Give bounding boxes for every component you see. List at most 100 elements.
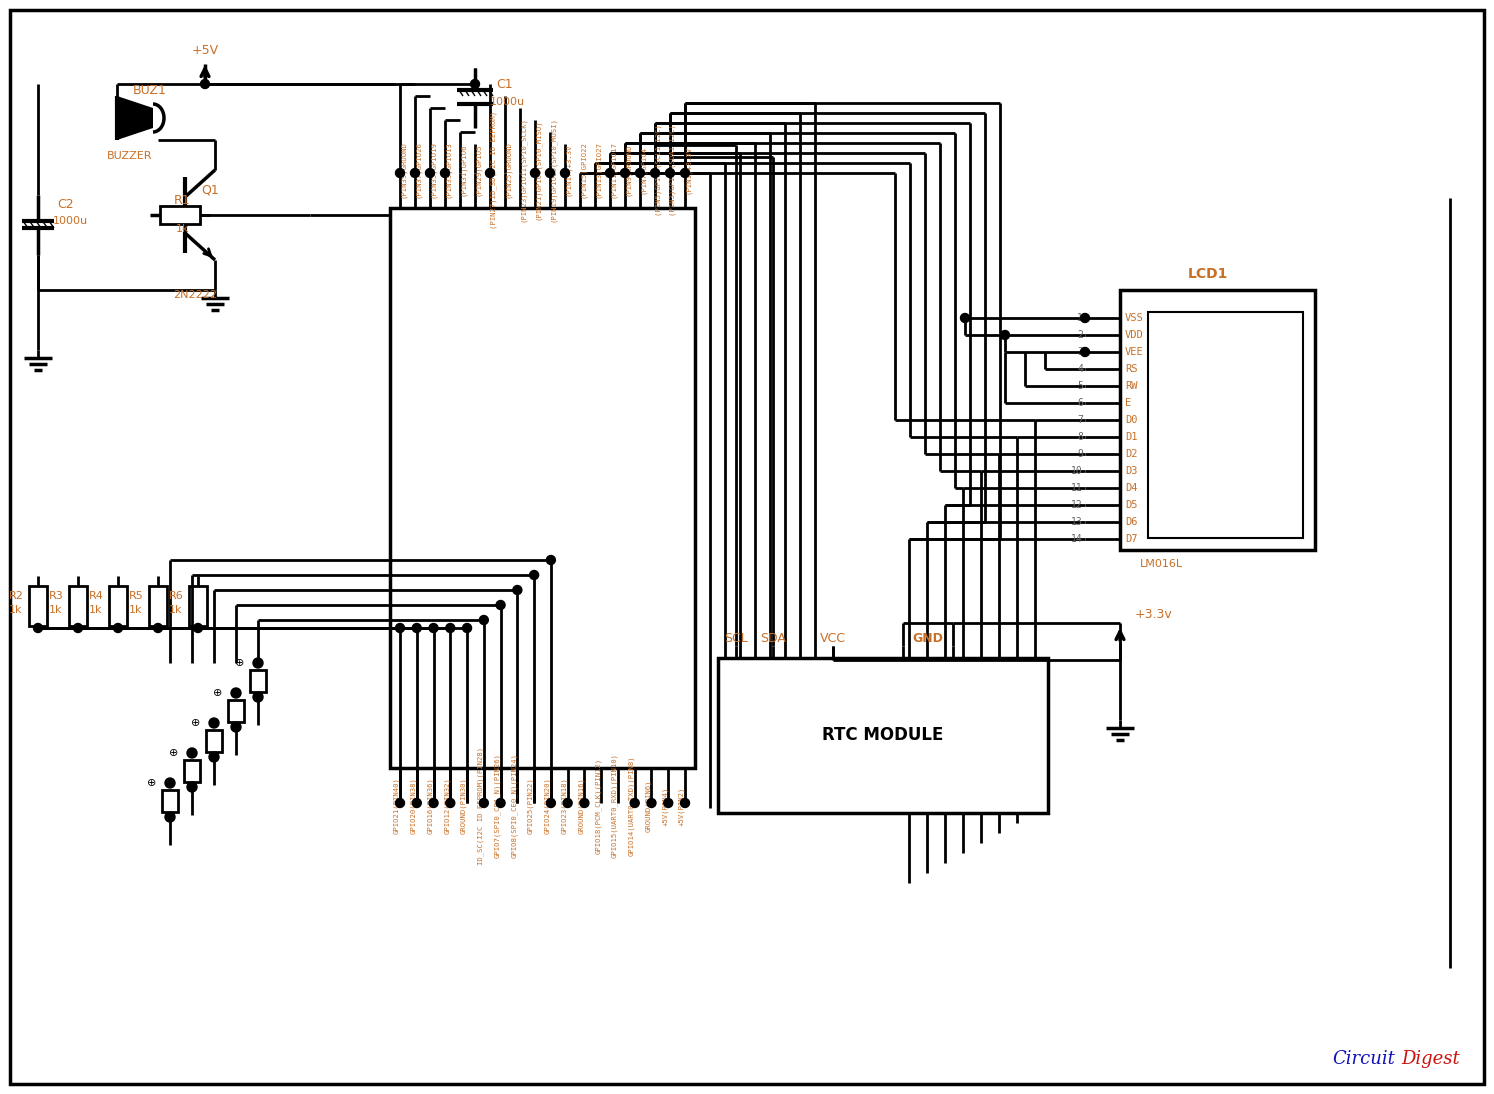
Circle shape: [630, 799, 639, 807]
Circle shape: [486, 168, 495, 177]
Circle shape: [200, 80, 209, 89]
Text: GPIO15(UART0_RXD)(PIN10): GPIO15(UART0_RXD)(PIN10): [611, 754, 619, 859]
Text: (PIN33)GPIO13: (PIN33)GPIO13: [445, 141, 451, 198]
Text: VDD: VDD: [1125, 330, 1144, 340]
Circle shape: [396, 624, 405, 632]
Bar: [1120, 290, 1315, 550]
Bar: [161, 790, 178, 812]
Text: GPIO12(PIN32): GPIO12(PIN32): [444, 778, 450, 835]
Bar: [149, 586, 167, 626]
Bar: [229, 700, 244, 722]
Text: 4: 4: [1077, 364, 1083, 374]
Text: (PIN21)GPIO9(SPI0_MISO): (PIN21)GPIO9(SPI0_MISO): [535, 119, 542, 220]
Circle shape: [529, 570, 539, 580]
Text: (PIN9)GROUND: (PIN9)GROUND: [624, 143, 632, 196]
Bar: [190, 586, 208, 626]
Text: ⊕: ⊕: [148, 778, 157, 788]
Text: 13: 13: [1071, 517, 1083, 527]
Circle shape: [560, 168, 569, 177]
Text: GPIO16(PIN36): GPIO16(PIN36): [427, 778, 433, 835]
Circle shape: [580, 799, 589, 807]
Circle shape: [164, 778, 175, 788]
Circle shape: [209, 718, 220, 728]
Circle shape: [187, 748, 197, 758]
Text: (PIN7)GPIO4: (PIN7)GPIO4: [639, 146, 647, 194]
Text: Circuit: Circuit: [1333, 1050, 1395, 1068]
Circle shape: [512, 585, 521, 594]
Text: R1: R1: [175, 194, 191, 207]
Text: R6: R6: [169, 591, 184, 601]
Bar: [69, 586, 87, 626]
Circle shape: [620, 168, 629, 177]
Circle shape: [496, 799, 505, 807]
Circle shape: [480, 616, 489, 625]
Circle shape: [1080, 314, 1089, 323]
Text: ⊕: ⊕: [191, 718, 200, 728]
Text: D4: D4: [1125, 482, 1137, 493]
Circle shape: [563, 799, 572, 807]
Text: SCL: SCL: [725, 631, 748, 644]
Circle shape: [1001, 330, 1010, 339]
Text: GPIO25(PIN22): GPIO25(PIN22): [527, 778, 535, 835]
Bar: [28, 586, 46, 626]
Circle shape: [426, 168, 435, 177]
Text: D5: D5: [1125, 500, 1137, 510]
Text: RS: RS: [1125, 364, 1137, 374]
Circle shape: [530, 168, 539, 177]
Text: +5V(PIN2): +5V(PIN2): [678, 787, 686, 826]
Circle shape: [496, 601, 505, 609]
Circle shape: [252, 657, 263, 668]
Text: (PIN35)GPIO19: (PIN35)GPIO19: [430, 141, 436, 198]
Text: ⊕: ⊕: [214, 688, 223, 698]
Polygon shape: [117, 96, 152, 140]
Text: VSS: VSS: [1125, 313, 1144, 323]
Text: Q1: Q1: [202, 184, 220, 197]
Text: 1k: 1k: [49, 605, 63, 615]
Text: 9: 9: [1077, 449, 1083, 459]
Text: 3: 3: [1077, 347, 1083, 357]
Text: (PIN3)GPIO2(SDA1 I2C): (PIN3)GPIO2(SDA1 I2C): [669, 124, 677, 216]
Text: VCC: VCC: [820, 631, 846, 644]
Circle shape: [547, 799, 556, 807]
Circle shape: [429, 799, 438, 807]
Circle shape: [209, 752, 220, 763]
Circle shape: [650, 168, 659, 177]
Circle shape: [194, 624, 203, 632]
Text: GPIO21(PIN40): GPIO21(PIN40): [393, 778, 400, 835]
Text: 1: 1: [1077, 313, 1083, 323]
Text: 2: 2: [1077, 330, 1083, 340]
Text: R3: R3: [49, 591, 63, 601]
Circle shape: [396, 799, 405, 807]
Circle shape: [33, 624, 42, 632]
Text: LCD1: LCD1: [1188, 267, 1228, 281]
Text: (PIN15)GPIO22: (PIN15)GPIO22: [580, 141, 587, 198]
Text: (PIN1)+3.3V: (PIN1)+3.3V: [686, 146, 692, 194]
Text: VEE: VEE: [1125, 347, 1144, 357]
Text: LM016L: LM016L: [1140, 559, 1183, 569]
Text: 14: 14: [1071, 534, 1083, 544]
Text: ⊕: ⊕: [236, 657, 245, 668]
Text: GROUND(PIN6): GROUND(PIN6): [645, 780, 651, 833]
Text: BUZ1: BUZ1: [133, 83, 167, 96]
Text: GPIO20(PIN38): GPIO20(PIN38): [411, 778, 417, 835]
Text: 6: 6: [1077, 398, 1083, 408]
Text: C1: C1: [496, 79, 514, 92]
Text: R4: R4: [88, 591, 103, 601]
Text: (PIN25)GROUND: (PIN25)GROUND: [505, 141, 511, 198]
Circle shape: [164, 812, 175, 822]
Circle shape: [396, 168, 405, 177]
Text: (PIN17)+3.3V: (PIN17)+3.3V: [565, 143, 572, 196]
Text: GPIO8(SPI0_CE0_N)(PIN24): GPIO8(SPI0_CE0_N)(PIN24): [511, 754, 517, 859]
Text: BUZZER: BUZZER: [108, 151, 152, 161]
Circle shape: [961, 314, 970, 323]
Text: D3: D3: [1125, 466, 1137, 476]
Text: D6: D6: [1125, 517, 1137, 527]
Text: (PIN29)GPIO5: (PIN29)GPIO5: [475, 143, 481, 196]
Text: 1k: 1k: [9, 605, 22, 615]
Bar: [160, 206, 200, 224]
Circle shape: [441, 168, 450, 177]
Circle shape: [114, 624, 123, 632]
Text: 1k: 1k: [169, 605, 182, 615]
Circle shape: [232, 688, 241, 698]
Text: (PIN11)GPIO17: (PIN11)GPIO17: [610, 141, 617, 198]
